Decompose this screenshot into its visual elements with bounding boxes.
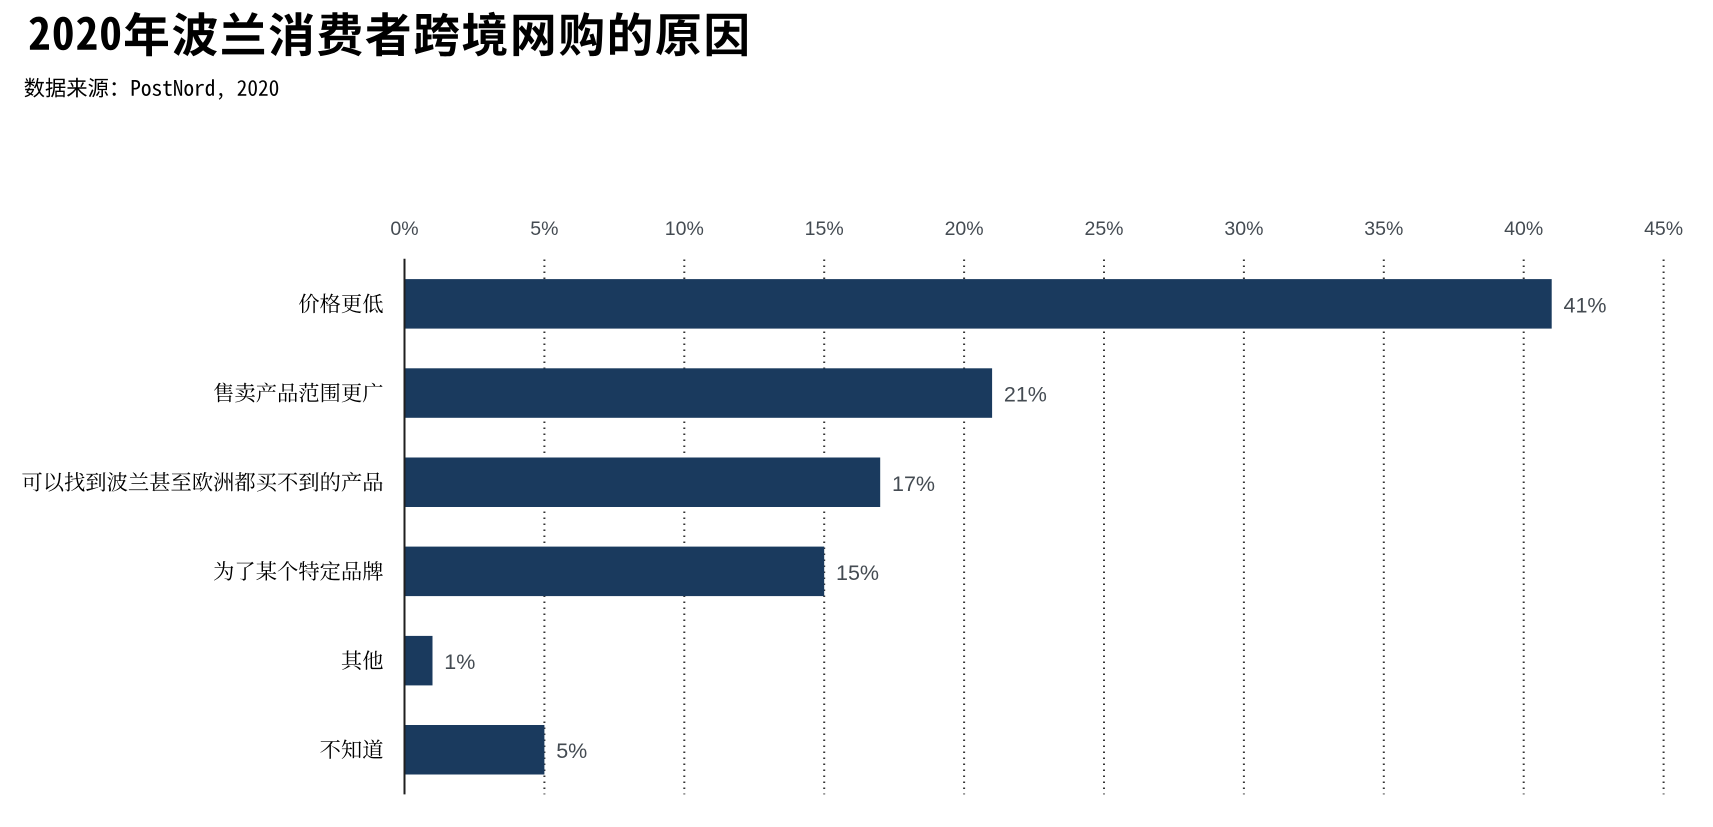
svg-text:45%: 45%: [1644, 218, 1683, 240]
svg-text:15%: 15%: [836, 561, 879, 585]
svg-text:10%: 10%: [665, 218, 704, 240]
svg-text:17%: 17%: [892, 472, 935, 496]
svg-text:15%: 15%: [805, 218, 844, 240]
svg-text:40%: 40%: [1504, 218, 1543, 240]
svg-text:35%: 35%: [1364, 218, 1403, 240]
svg-text:41%: 41%: [1564, 293, 1607, 317]
svg-text:1%: 1%: [444, 650, 475, 674]
svg-text:20%: 20%: [945, 218, 984, 240]
svg-text:30%: 30%: [1224, 218, 1263, 240]
svg-text:5%: 5%: [530, 218, 558, 240]
svg-text:0%: 0%: [390, 218, 418, 240]
svg-text:25%: 25%: [1084, 218, 1123, 240]
svg-text:5%: 5%: [556, 739, 587, 763]
svg-text:21%: 21%: [1004, 383, 1047, 407]
